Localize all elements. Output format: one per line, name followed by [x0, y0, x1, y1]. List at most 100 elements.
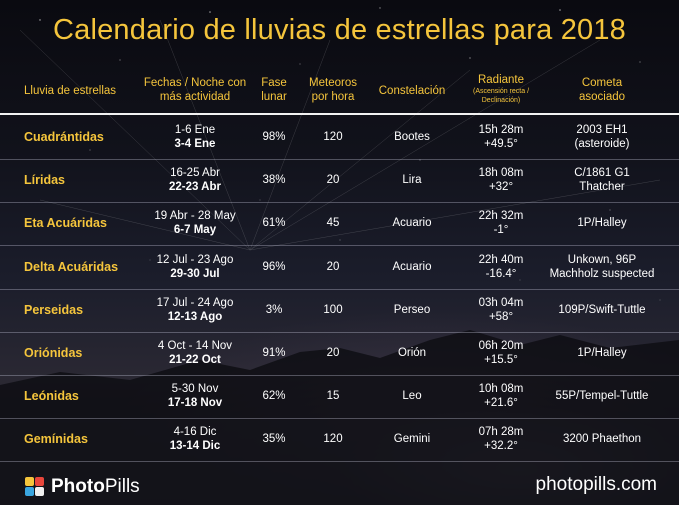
dates-cell: 12 Jul - 23 Ago 29-30 Jul — [140, 253, 250, 281]
comet-cell: C/1861 G1 Thatcher — [544, 166, 660, 194]
shower-name: Perseidas — [24, 302, 84, 317]
meteors-per-hour: 120 — [323, 131, 343, 143]
date-range: 1-6 Ene — [174, 124, 216, 136]
constellation: Bootes — [394, 131, 430, 143]
header-shower: Lluvia de estrellas — [24, 85, 117, 97]
moon-phase: 3% — [265, 303, 283, 316]
comet-name: 1P/Halley — [577, 217, 627, 230]
shower-name: Delta Acuáridas — [24, 259, 119, 274]
table-row: Oriónidas 4 Oct - 14 Nov 21-22 Oct 91% 20 Ori… — [0, 332, 679, 376]
header-comet: Cometa asociado — [578, 77, 626, 103]
declination: -16.4° — [485, 267, 517, 280]
comet-cell: 1P/Halley — [544, 346, 660, 360]
date-range: 4-16 Dic — [173, 426, 217, 439]
right-ascension: 22h 40m — [478, 253, 524, 266]
meteors-per-hour: 15 — [326, 390, 340, 403]
photopills-logo: PhotoPills — [25, 476, 140, 498]
meteors-per-hour: 100 — [323, 303, 343, 316]
declination: +15.5° — [484, 354, 518, 366]
shower-name: Líridas — [24, 173, 65, 188]
comet-note: (asteroide) — [574, 138, 630, 150]
constellation: Perseo — [393, 303, 431, 316]
header-constellation: Constelación — [378, 85, 446, 97]
shower-name: Eta Acuáridas — [24, 216, 107, 231]
table-row: Líridas 16-25 Abr 22-23 Abr 38% 20 Lira 18h 08… — [0, 159, 679, 204]
header-dates: Fechas / Noche con más actividad — [143, 77, 247, 103]
dates-cell: 19 Abr - 28 May 6-7 May — [140, 209, 250, 237]
meteors-per-hour: 120 — [323, 433, 343, 446]
peak-night: 12-13 Ago — [167, 310, 223, 323]
right-ascension: 07h 28m — [478, 426, 524, 439]
header-moon: Fase lunar — [261, 77, 287, 103]
meteors-per-hour: 20 — [326, 260, 340, 273]
right-ascension: 03h 04m — [478, 296, 524, 309]
peak-night: 6-7 May — [173, 224, 217, 237]
date-range: 19 Abr - 28 May — [154, 210, 236, 223]
moon-phase: 91% — [262, 347, 286, 359]
header-radiant: Radiante (Ascensión recta / Declinación) — [472, 74, 530, 104]
table-row: Delta Acuáridas 12 Jul - 23 Ago 29-30 Jul 9… — [0, 246, 679, 290]
peak-night: 22-23 Abr — [169, 181, 221, 194]
declination: +49.5° — [484, 138, 518, 150]
radiant-cell: 15h 28m +49.5° — [456, 123, 546, 151]
comet-note: Machholz suspected — [549, 267, 655, 280]
table-row: Gemínidas 4-16 Dic 13-14 Dic 35% 120 Gemini 07… — [0, 418, 679, 463]
meteors-per-hour: 45 — [326, 217, 340, 230]
radiant-cell: 22h 40m -16.4° — [456, 253, 546, 281]
comet-name: 3200 Phaethon — [562, 433, 642, 446]
peak-night: 29-30 Jul — [170, 267, 220, 280]
radiant-cell: 10h 08m +21.6° — [456, 382, 546, 410]
comet-cell: 3200 Phaethon — [544, 432, 660, 446]
comet-cell: 1P/Halley — [544, 216, 660, 230]
comet-cell: 109P/Swift-Tuttle — [544, 303, 660, 317]
comet-name: Unkown, 96P — [567, 253, 637, 266]
table-row: Perseidas 17 Jul - 24 Ago 12-13 Ago 3% 100 Pe… — [0, 289, 679, 333]
peak-night: 17-18 Nov — [167, 397, 223, 410]
shower-name: Oriónidas — [24, 346, 83, 360]
constellation: Acuario — [392, 260, 432, 273]
right-ascension: 22h 32m — [478, 210, 524, 223]
constellation: Gemini — [393, 433, 431, 446]
moon-phase: 35% — [262, 433, 286, 446]
comet-note: Thatcher — [579, 181, 625, 194]
radiant-cell: 22h 32m -1° — [456, 209, 546, 237]
peak-night: 21-22 Oct — [169, 354, 221, 366]
comet-name: 55P/Tempel-Tuttle — [555, 390, 649, 403]
date-range: 12 Jul - 23 Ago — [156, 253, 234, 266]
brand-name: PhotoPills — [51, 476, 140, 497]
radiant-cell: 06h 20m +15.5° — [456, 339, 546, 367]
constellation: Leo — [402, 390, 422, 403]
date-range: 5-30 Nov — [171, 383, 219, 396]
declination: +58° — [488, 310, 514, 323]
dates-cell: 1-6 Ene 3-4 Ene — [140, 123, 250, 151]
date-range: 17 Jul - 24 Ago — [156, 296, 234, 309]
shower-name: Cuadrántidas — [24, 130, 104, 144]
radiant-cell: 18h 08m +32° — [456, 166, 546, 194]
radiant-cell: 07h 28m +32.2° — [456, 425, 546, 453]
dates-cell: 4-16 Dic 13-14 Dic — [140, 425, 250, 453]
table-row: Leónidas 5-30 Nov 17-18 Nov 62% 15 Leo 10h 08m… — [0, 375, 679, 420]
shower-name: Leónidas — [24, 389, 79, 404]
dates-cell: 5-30 Nov 17-18 Nov — [140, 382, 250, 410]
date-range: 4 Oct - 14 Nov — [157, 340, 233, 352]
meteors-per-hour: 20 — [326, 174, 340, 187]
table-row: Cuadrántidas 1-6 Ene 3-4 Ene 98% 120 Bootes 15… — [0, 116, 679, 160]
moon-phase: 62% — [262, 390, 286, 403]
date-range: 16-25 Abr — [170, 167, 220, 180]
moon-phase: 96% — [262, 260, 286, 273]
moon-phase: 38% — [262, 174, 286, 187]
right-ascension: 15h 28m — [478, 124, 524, 136]
header-divider — [0, 113, 679, 115]
declination: -1° — [493, 224, 509, 237]
header-meteors: Meteoros por hora — [309, 77, 357, 103]
radiant-cell: 03h 04m +58° — [456, 296, 546, 324]
dates-cell: 16-25 Abr 22-23 Abr — [140, 166, 250, 194]
page-title: Calendario de lluvias de estrellas para … — [52, 14, 627, 46]
moon-phase: 98% — [262, 131, 286, 143]
table-header: Lluvia de estrellas Fechas / Noche con m… — [0, 70, 679, 110]
comet-name: 1P/Halley — [577, 347, 627, 359]
table-row: Eta Acuáridas 19 Abr - 28 May 6-7 May 61% 45… — [0, 202, 679, 247]
dates-cell: 4 Oct - 14 Nov 21-22 Oct — [140, 339, 250, 367]
peak-night: 3-4 Ene — [174, 138, 216, 150]
constellation: Orión — [397, 347, 427, 359]
